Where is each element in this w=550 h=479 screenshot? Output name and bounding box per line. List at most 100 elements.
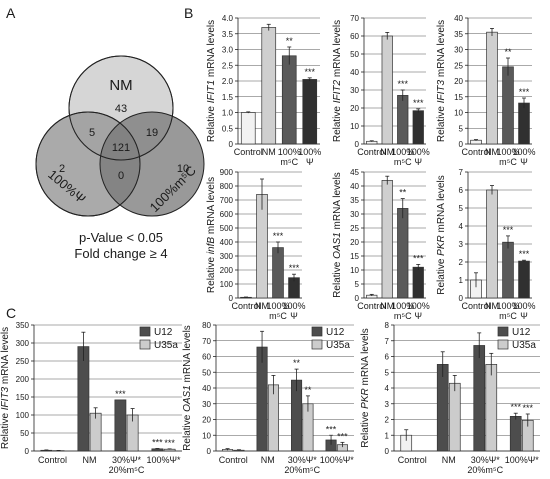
- y-axis-label-gene: IFIT2: [332, 79, 343, 103]
- x-tick-label: 100%: [391, 301, 414, 311]
- y-tick-label: 25: [454, 61, 463, 70]
- y-axis-label-prefix: Relative: [182, 412, 193, 451]
- x-tick-label-line2: m⁵C: [394, 311, 412, 321]
- x-tick-label: Control: [38, 455, 67, 465]
- x-tick-label: Control: [398, 455, 427, 465]
- y-tick-label: 2.0: [222, 77, 234, 86]
- y-axis-label: Relative IFIT3 mRNA levels: [436, 20, 447, 142]
- bar: [256, 194, 268, 299]
- y-tick-label: 8: [385, 321, 390, 330]
- significance-label: **: [293, 358, 301, 368]
- y-tick-label: 600: [220, 210, 234, 219]
- bar-u35a: [485, 364, 498, 452]
- x-tick-label-line2: m⁵C: [499, 157, 517, 167]
- x-tick-label: 100%: [407, 147, 430, 157]
- x-tick-label: Control: [357, 301, 386, 311]
- y-tick-label: 0: [355, 140, 360, 149]
- bar-u35a: [267, 384, 279, 452]
- x-tick-label: 100%Ψ*: [320, 455, 355, 465]
- y-tick-label: 40: [350, 68, 359, 77]
- venn-caption-pvalue: p-Value < 0.05: [79, 230, 163, 245]
- x-tick-label-line2: m⁵C: [499, 311, 517, 321]
- venn-count-psi-m5c: 0: [118, 170, 124, 182]
- bar: [502, 66, 514, 145]
- y-axis-label-gene: PKR: [360, 388, 371, 409]
- x-tick-label: Control: [357, 147, 386, 157]
- y-tick-label: 50: [350, 50, 359, 59]
- y-tick-label: 350: [16, 321, 30, 330]
- bar: [272, 247, 284, 299]
- x-tick-label: 100%: [391, 147, 414, 157]
- venn-count-psi-only: 2: [59, 163, 65, 175]
- y-axis-label: Relative IFIT2 mRNA levels: [332, 20, 343, 142]
- x-tick-label: Control: [234, 147, 263, 157]
- chart-c2: 0 10 20 30 40 50 60 70 80 Relative OAS1 mRNA leve…: [182, 321, 354, 475]
- significance-label: ***: [519, 249, 530, 259]
- y-tick-label: 30: [202, 400, 211, 409]
- y-tick-label: 0: [459, 294, 464, 303]
- significance-label: ***: [503, 225, 514, 235]
- y-tick-label: 20: [350, 104, 359, 113]
- x-tick-label: 100%: [512, 301, 535, 311]
- y-tick-label: 10: [202, 431, 211, 440]
- y-tick-label: 20: [350, 238, 359, 247]
- y-tick-label: 800: [220, 182, 234, 191]
- y-tick-label: 1.5: [222, 93, 234, 102]
- bar: [486, 189, 498, 299]
- x-tick-label: NM: [255, 301, 269, 311]
- venn-count-nm-m5c: 19: [146, 127, 158, 139]
- bar-u12: [77, 346, 90, 452]
- y-axis-label-gene: OAS1: [332, 232, 343, 259]
- y-axis-label-prefix: Relative: [206, 254, 217, 293]
- significance-label: **: [286, 36, 294, 46]
- x-tick-label-line2: 20%m⁵C: [467, 465, 503, 475]
- significance-label: ***: [164, 438, 175, 448]
- x-tick-label: 100%: [266, 301, 289, 311]
- significance-label: ***: [523, 403, 534, 413]
- y-axis-label: Relative IFIT3 mRNA levels: [0, 327, 11, 449]
- x-tick-label: 100%: [512, 147, 535, 157]
- y-tick-label: 40: [202, 384, 211, 393]
- y-tick-label: 500: [220, 224, 234, 233]
- y-axis-label-gene: IFIT3: [0, 386, 11, 410]
- x-tick-label-line2: m⁵C: [280, 157, 298, 167]
- y-tick-label: 80: [202, 321, 211, 330]
- bar-u12: [509, 416, 522, 452]
- y-tick-label: 7: [459, 168, 464, 177]
- x-tick-label: NM: [261, 455, 275, 465]
- y-axis-label-prefix: Relative: [0, 410, 11, 449]
- significance-label: ***: [289, 263, 300, 273]
- significance-label: ***: [397, 79, 408, 89]
- y-tick-label: 30: [454, 46, 463, 55]
- y-axis-label-prefix: Relative: [206, 103, 217, 142]
- y-axis-label: Relative infB mRNA levels: [206, 177, 217, 293]
- y-tick-label: 3: [385, 400, 390, 409]
- significance-label: ***: [304, 67, 315, 77]
- venn-circle-m5c: [99, 111, 205, 217]
- y-axis-label: Relative PKR mRNA levels: [360, 328, 371, 447]
- y-tick-label: 200: [220, 266, 234, 275]
- x-tick-label: NM: [442, 455, 456, 465]
- x-tick-label: 100%: [298, 147, 321, 157]
- legend-label: U12: [326, 327, 345, 338]
- bar: [397, 95, 409, 145]
- venn-count-m5c-only: 10: [177, 163, 189, 175]
- y-axis-label-prefix: Relative: [436, 103, 447, 142]
- x-tick-label: NM: [380, 301, 394, 311]
- bar: [261, 27, 277, 145]
- y-tick-label: 300: [220, 252, 234, 261]
- y-tick-label: 5: [385, 368, 390, 377]
- x-tick-label: 100%: [282, 301, 305, 311]
- x-tick-label-line2: 20%m⁵C: [109, 465, 145, 475]
- x-tick-label: 100%: [496, 301, 519, 311]
- y-tick-label: 50: [20, 429, 29, 438]
- y-tick-label: 5: [459, 204, 464, 213]
- bar: [518, 260, 530, 299]
- y-tick-label: 15: [350, 252, 359, 261]
- legend-label: U35a: [326, 340, 350, 351]
- y-tick-label: 10: [350, 266, 359, 275]
- y-tick-label: 45: [350, 168, 359, 177]
- y-tick-label: 4: [459, 222, 464, 231]
- charts-layer: 0 0.5 1.0 1.5 2.0 2.5 3.0 3.5 4.0 Relative IFIT1 …: [0, 14, 540, 475]
